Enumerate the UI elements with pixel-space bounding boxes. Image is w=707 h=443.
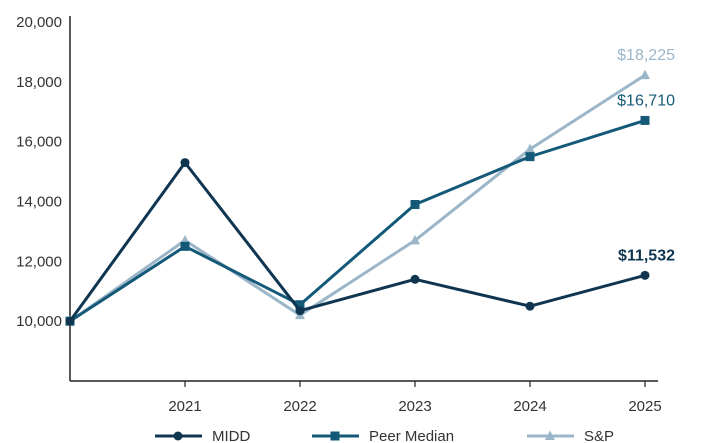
x-tick-label: 2023 xyxy=(398,398,431,415)
data-point xyxy=(640,270,650,280)
data-point xyxy=(525,301,535,311)
y-tick-label: 14,000 xyxy=(16,194,62,211)
series-layer xyxy=(65,69,650,326)
y-tick-label: 10,000 xyxy=(16,313,62,330)
data-point xyxy=(65,316,75,326)
data-point xyxy=(295,306,305,316)
legend-label: S&P xyxy=(584,428,614,443)
data-point xyxy=(525,152,535,162)
legend-marker xyxy=(330,431,340,441)
data-point xyxy=(640,115,650,125)
series-line xyxy=(69,118,646,323)
data-point xyxy=(410,199,420,209)
x-tick-label: 2022 xyxy=(283,398,316,415)
data-point xyxy=(295,300,305,310)
legend-item: Peer Median xyxy=(312,428,454,443)
end-value-label: $18,225 xyxy=(617,47,675,64)
legend: MIDD Peer Median S&P xyxy=(155,428,614,443)
series-line xyxy=(69,73,646,323)
legend-label: Peer Median xyxy=(369,428,454,443)
y-tick-label: 18,000 xyxy=(16,74,62,91)
legend-item: S&P xyxy=(527,428,614,443)
data-point xyxy=(410,274,420,284)
end-value-label: $16,710 xyxy=(617,92,675,109)
x-tick-label: 2021 xyxy=(168,398,201,415)
legend-marker xyxy=(545,430,555,440)
series-midd xyxy=(65,158,650,326)
y-tick-label: 16,000 xyxy=(16,134,62,151)
series-line xyxy=(68,161,646,323)
data-point xyxy=(525,143,535,154)
x-tick-label: 2024 xyxy=(513,398,546,415)
legend-label: MIDD xyxy=(212,428,250,443)
x-tick-label: 2025 xyxy=(628,398,661,415)
y-axis: 10,000 12,000 14,000 16,000 18,000 20,000 xyxy=(16,14,71,381)
legend-marker xyxy=(173,431,183,441)
x-axis: 2021 2022 2023 2024 2025 xyxy=(70,380,662,415)
y-tick-label: 20,000 xyxy=(16,14,62,31)
y-tick-label: 12,000 xyxy=(16,253,62,270)
data-point xyxy=(640,69,650,80)
end-labels: $11,532 $16,710 $18,225 xyxy=(617,47,675,264)
series-s-p xyxy=(65,69,650,326)
legend-item: MIDD xyxy=(155,428,250,443)
end-value-label: $11,532 xyxy=(618,247,675,264)
data-point xyxy=(180,241,190,251)
data-point xyxy=(410,234,420,245)
data-point xyxy=(180,158,190,168)
